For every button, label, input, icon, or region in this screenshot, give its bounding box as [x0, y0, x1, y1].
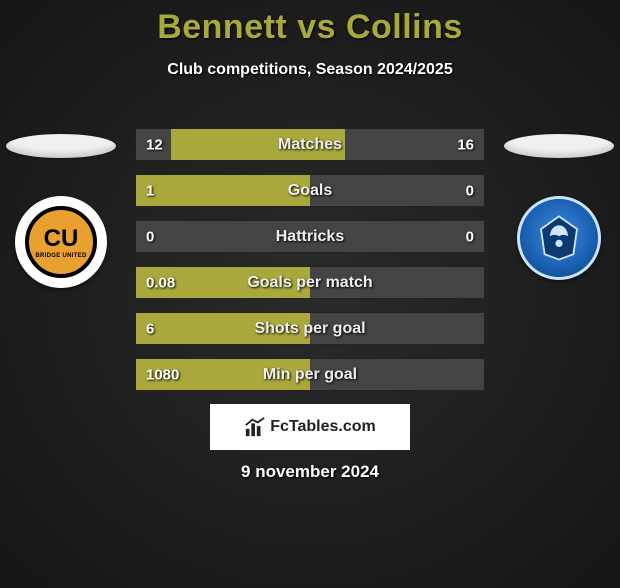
- stat-bar-left-fill: [171, 129, 310, 160]
- club-left-column: CU BRIDGE UNITED: [6, 134, 116, 288]
- stat-bar-left: 0: [135, 220, 310, 253]
- attribution-text: FcTables.com: [270, 418, 376, 436]
- subtitle: Club competitions, Season 2024/2025: [0, 61, 620, 79]
- chart-icon: [244, 416, 266, 438]
- stat-bar-right: [310, 358, 485, 391]
- stat-value-right: 16: [457, 136, 474, 153]
- stat-bar-left: 1: [135, 174, 310, 207]
- stat-value-right: 0: [466, 228, 474, 245]
- page-title: Bennett vs Collins: [0, 8, 620, 47]
- stat-value-left: 6: [146, 320, 154, 337]
- platform-ellipse-left: [6, 134, 116, 158]
- stat-row: 6Shots per goal: [135, 312, 485, 345]
- club-badge-right-icon: [532, 211, 586, 265]
- stat-bar-left: 0.08: [135, 266, 310, 299]
- stat-bar-right: 0: [310, 220, 485, 253]
- stat-bar-right-fill: [310, 129, 345, 160]
- stat-bar-left-fill: [136, 313, 310, 344]
- stat-value-right: 0: [466, 182, 474, 199]
- club-badge-right: [517, 196, 601, 280]
- stat-row: 10Goals: [135, 174, 485, 207]
- stat-value-left: 12: [146, 136, 163, 153]
- stat-bar-left: 6: [135, 312, 310, 345]
- club-badge-left: CU BRIDGE UNITED: [15, 196, 107, 288]
- stat-bar-right: 0: [310, 174, 485, 207]
- club-badge-left-short: CU: [44, 225, 79, 253]
- stat-bar-left-fill: [136, 175, 310, 206]
- stat-bar-right: 16: [310, 128, 485, 161]
- stat-value-left: 0.08: [146, 274, 175, 291]
- stat-row: 1080Min per goal: [135, 358, 485, 391]
- stat-row: 00Hattricks: [135, 220, 485, 253]
- platform-ellipse-right: [504, 134, 614, 158]
- stats-bars: 1216Matches10Goals00Hattricks0.08Goals p…: [135, 128, 485, 391]
- stat-bar-left: 12: [135, 128, 310, 161]
- stat-bar-right: [310, 266, 485, 299]
- attribution-badge: FcTables.com: [210, 404, 410, 450]
- stat-value-left: 0: [146, 228, 154, 245]
- stat-value-left: 1080: [146, 366, 179, 383]
- stat-bar-right: [310, 312, 485, 345]
- stat-bar-left: 1080: [135, 358, 310, 391]
- stat-value-left: 1: [146, 182, 154, 199]
- stat-row: 0.08Goals per match: [135, 266, 485, 299]
- date-text: 9 november 2024: [0, 462, 620, 482]
- club-badge-left-name: BRIDGE UNITED: [35, 253, 86, 259]
- club-right-column: [504, 134, 614, 280]
- stat-row: 1216Matches: [135, 128, 485, 161]
